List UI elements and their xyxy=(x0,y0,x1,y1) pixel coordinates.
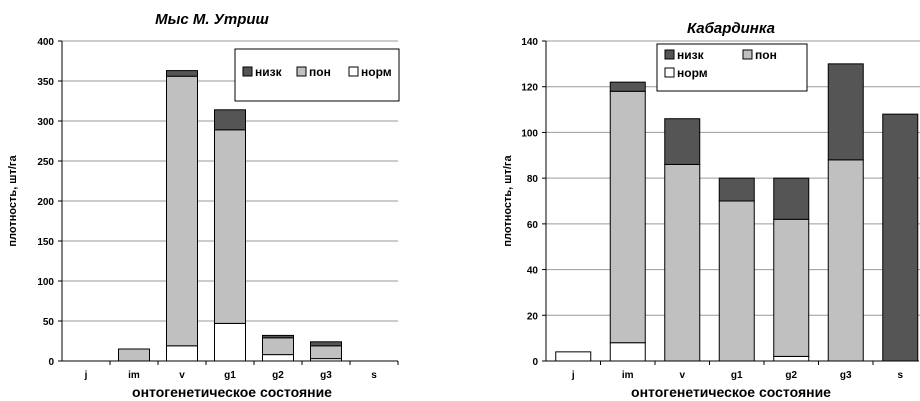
y-tick-label: 350 xyxy=(37,77,54,88)
chart-2: Кабардинка 0 20 40 60 80 100 120 140 j im v g1 g2 g3 s о… xyxy=(502,20,920,400)
bar-g3-low xyxy=(827,63,864,161)
y-tick-label: 100 xyxy=(37,277,54,288)
y-tick-label: 40 xyxy=(527,266,539,277)
y-tick-label: 100 xyxy=(521,128,538,139)
legend-label-low: низк xyxy=(677,48,705,62)
x-tick-label: v xyxy=(179,370,185,381)
x-tick-label: s xyxy=(371,370,377,381)
y-tick-label: 250 xyxy=(37,157,54,168)
x-tick-label: im xyxy=(128,370,140,381)
y-tick-label: 0 xyxy=(532,357,538,368)
chart-1: Мыс М. Утриш 0 50 100 150 200 250 300 350 400 j im v… xyxy=(7,11,400,400)
y-tick-label: 80 xyxy=(527,174,539,185)
chart-title: Кабардинка xyxy=(687,20,775,37)
bar-g1-norm xyxy=(214,322,246,362)
legend-box xyxy=(656,43,808,92)
bar-g3-mid xyxy=(827,159,864,362)
legend: низк пон норм xyxy=(656,43,808,92)
y-tick-label: 120 xyxy=(521,83,538,94)
bar-g3-mid xyxy=(310,345,342,360)
x-tick-label: v xyxy=(679,370,685,381)
y-tick-label: 200 xyxy=(37,197,54,208)
bar-v-mid xyxy=(664,163,701,362)
bar-g1-low xyxy=(718,177,755,202)
y-tick-label: 50 xyxy=(43,317,55,328)
bar-im-mid xyxy=(609,90,646,344)
legend-swatch-mid xyxy=(296,66,307,77)
x-tick-label: j xyxy=(571,370,575,381)
x-tick-label: g1 xyxy=(731,370,743,381)
legend-label-norm: норм xyxy=(677,66,708,80)
bar-g2-mid xyxy=(262,337,294,356)
bar-g2-norm xyxy=(262,354,294,362)
bar-im-norm xyxy=(609,342,646,362)
bar-j-norm xyxy=(555,351,592,362)
bar-v-mid xyxy=(166,75,198,347)
y-axis-label: плотность, шт/га xyxy=(7,155,19,247)
bar-g1-mid xyxy=(214,129,246,324)
y-tick-label: 20 xyxy=(527,311,539,322)
bar-v-norm xyxy=(166,345,198,362)
y-tick-label: 0 xyxy=(48,357,54,368)
y-tick-label: 300 xyxy=(37,117,54,128)
bar-v-low xyxy=(664,118,701,165)
x-tick-label: g1 xyxy=(224,370,236,381)
x-tick-label: g2 xyxy=(272,370,284,381)
legend-label-mid: пон xyxy=(309,65,331,79)
bar-im-mid xyxy=(118,348,150,362)
bar-g2-norm xyxy=(773,355,810,362)
bar-g2-low xyxy=(262,334,294,339)
bar-g1-mid xyxy=(718,200,755,362)
y-axis-label: плотность, шт/га xyxy=(502,155,514,247)
y-tick-label: 140 xyxy=(521,37,538,48)
x-tick-label: j xyxy=(84,370,88,381)
legend-label-norm: норм xyxy=(361,65,392,79)
x-tick-label: im xyxy=(622,370,634,381)
legend-swatch-mid xyxy=(742,49,753,60)
legend-swatch-norm xyxy=(664,67,675,78)
bar-s-low xyxy=(882,113,919,362)
y-tick-label: 400 xyxy=(37,37,54,48)
x-tick-label: s xyxy=(897,370,903,381)
legend-box xyxy=(234,48,400,102)
x-axis-label: онтогенетическое состояние xyxy=(132,384,332,400)
legend: низк пон норм xyxy=(234,48,400,102)
bar-g3-low xyxy=(310,341,342,347)
legend-swatch-norm xyxy=(348,66,359,77)
chart-title: Мыс М. Утриш xyxy=(155,11,269,28)
bar-g2-mid xyxy=(773,218,810,357)
bar-im-low xyxy=(609,81,646,92)
y-tick-label: 150 xyxy=(37,237,54,248)
bar-g1-low xyxy=(214,109,246,131)
bar-g2-low xyxy=(773,177,810,220)
x-axis-label: онтогенетическое состояние xyxy=(631,384,831,400)
x-tick-label: g3 xyxy=(840,370,852,381)
legend-swatch-low xyxy=(664,49,675,60)
x-tick-label: g2 xyxy=(785,370,797,381)
x-tick-label: g3 xyxy=(320,370,332,381)
legend-swatch-low xyxy=(242,66,253,77)
bar-v-low xyxy=(166,70,198,77)
legend-label-low: низк xyxy=(255,65,283,79)
y-tick-label: 60 xyxy=(527,220,539,231)
legend-label-mid: пон xyxy=(755,48,777,62)
